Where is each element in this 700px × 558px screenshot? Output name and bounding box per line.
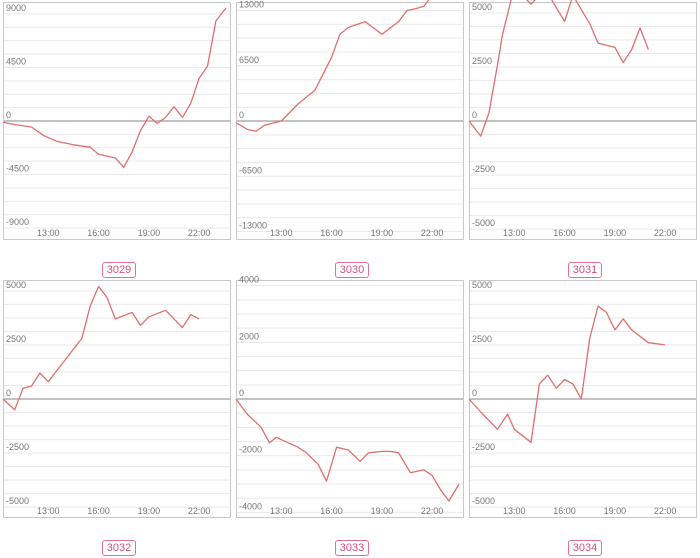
- x-tick-label: 16:00: [553, 506, 576, 516]
- chart-label-badge[interactable]: 3031: [567, 262, 603, 278]
- x-tick-label: 22:00: [654, 506, 677, 516]
- series-line: [2, 7, 227, 169]
- y-tick-label: 0: [6, 110, 11, 120]
- x-tick-label: 13:00: [503, 228, 526, 238]
- line-chart-3029: 9000 4500 0 -4500 -9000 13:00 16:00 19:00 22:00: [2, 2, 231, 240]
- y-tick-label: -2500: [6, 442, 29, 452]
- y-tick-label: 6500: [239, 55, 259, 65]
- plot-frame: [236, 2, 464, 240]
- series-line: [235, 0, 430, 132]
- x-tick-label: 19:00: [604, 506, 627, 516]
- chart-panel-3030: 13000 6500 0 -6500 -13000 13:00 16:00 19:00 22:0…: [235, 0, 468, 280]
- y-tick-label: 5000: [6, 280, 26, 290]
- series-line: [235, 398, 460, 502]
- x-tick-label: 19:00: [371, 228, 394, 238]
- line-chart-3033: 4000 2000 0 -2000 -4000 13:00 16:00 19:00 22:00: [235, 275, 464, 518]
- y-tick-label: -2500: [472, 442, 495, 452]
- y-tick-label: 9000: [6, 3, 26, 13]
- x-tick-label: 16:00: [553, 228, 576, 238]
- x-tick-label: 13:00: [503, 506, 526, 516]
- x-tick-label: 16:00: [320, 228, 343, 238]
- y-tick-label: -2500: [472, 164, 495, 174]
- y-tick-label: 0: [472, 110, 477, 120]
- x-tick-label: 19:00: [604, 228, 627, 238]
- y-tick-label: 0: [472, 388, 477, 398]
- chart-label-badge[interactable]: 3030: [334, 262, 370, 278]
- x-tick-label: 13:00: [270, 506, 293, 516]
- chart-panel-3034: 5000 2500 0 -2500 -5000 13:00 16:00 19:00 22:00 …: [468, 280, 700, 558]
- x-tick-label: 16:00: [87, 228, 110, 238]
- y-tick-label: -5000: [6, 496, 29, 506]
- y-tick-label: -4500: [6, 164, 29, 174]
- x-tick-label: 22:00: [421, 506, 444, 516]
- chart-panel-3032: 5000 2500 0 -2500 -5000 13:00 16:00 19:00 22:00 …: [2, 280, 235, 558]
- y-tick-label: 2500: [472, 56, 492, 66]
- x-tick-label: 22:00: [654, 228, 677, 238]
- x-tick-label: 13:00: [37, 506, 60, 516]
- x-tick-label: 22:00: [421, 228, 444, 238]
- chart-panel-3031: 5000 2500 0 -2500 -5000 13:00 16:00 19:00 22:00 …: [468, 0, 700, 280]
- y-tick-label: 2500: [472, 334, 492, 344]
- y-tick-label: -5000: [472, 496, 495, 506]
- y-tick-label: 2000: [239, 331, 259, 341]
- y-tick-label: -13000: [239, 221, 267, 231]
- x-tick-label: 16:00: [320, 506, 343, 516]
- y-tick-label: 0: [239, 388, 244, 398]
- plot-frame: [3, 2, 231, 240]
- y-tick-label: 13000: [239, 0, 264, 10]
- line-chart-3034: 5000 2500 0 -2500 -5000 13:00 16:00 19:00 22:00: [468, 280, 697, 518]
- y-tick-label: 2500: [6, 334, 26, 344]
- y-tick-label: 0: [6, 388, 11, 398]
- y-tick-label: -6500: [239, 165, 262, 175]
- series-line: [468, 0, 650, 137]
- series-line: [2, 285, 200, 411]
- x-tick-label: 22:00: [188, 228, 211, 238]
- y-tick-label: 0: [239, 110, 244, 120]
- chart-panel-3029: 9000 4500 0 -4500 -9000 13:00 16:00 19:00 22:00 …: [2, 2, 235, 280]
- y-tick-label: 5000: [472, 2, 492, 12]
- chart-label-badge[interactable]: 3029: [101, 262, 137, 278]
- x-tick-label: 13:00: [270, 228, 293, 238]
- x-tick-label: 13:00: [37, 228, 60, 238]
- x-tick-label: 19:00: [138, 506, 161, 516]
- chart-label-badge[interactable]: 3034: [567, 540, 603, 556]
- chart-panel-3033: 4000 2000 0 -2000 -4000 13:00 16:00 19:00 22:00 …: [235, 275, 468, 558]
- y-tick-label: 4500: [6, 56, 26, 66]
- x-tick-label: 22:00: [188, 506, 211, 516]
- line-chart-3032: 5000 2500 0 -2500 -5000 13:00 16:00 19:00 22:00: [2, 280, 231, 518]
- y-tick-label: 4000: [239, 275, 259, 285]
- x-tick-label: 19:00: [371, 506, 394, 516]
- chart-label-badge[interactable]: 3032: [101, 540, 137, 556]
- y-tick-label: -2000: [239, 445, 262, 455]
- y-tick-label: 5000: [472, 280, 492, 290]
- y-tick-label: -4000: [239, 501, 262, 511]
- line-chart-3031: 5000 2500 0 -2500 -5000 13:00 16:00 19:00 22:00: [468, 0, 697, 240]
- x-tick-label: 16:00: [87, 506, 110, 516]
- chart-label-badge[interactable]: 3033: [334, 540, 370, 556]
- x-tick-label: 19:00: [138, 228, 161, 238]
- y-tick-label: -9000: [6, 217, 29, 227]
- series-line: [468, 305, 666, 443]
- y-tick-label: -5000: [472, 218, 495, 228]
